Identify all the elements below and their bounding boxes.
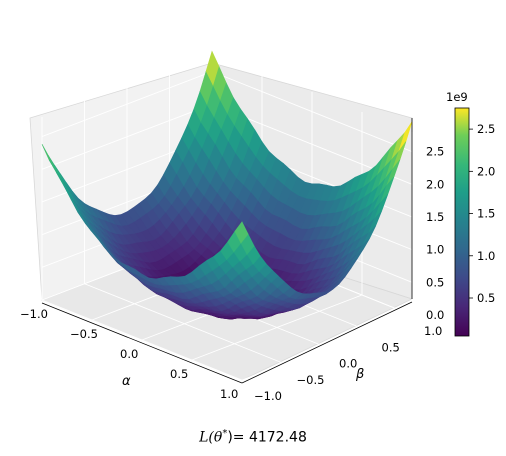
- colorbar-offset-text: 1e9: [446, 90, 468, 104]
- z-tick-label: 1.5: [426, 210, 444, 224]
- loss-caption: L(θ*)= 4172.48: [0, 428, 506, 446]
- y-gridline: [84, 283, 285, 365]
- y-gridline: [41, 299, 243, 381]
- colorbar-tick-label: 1.5: [477, 207, 495, 221]
- x-tick-label: −0.5: [70, 327, 98, 341]
- y-axis-label: β: [355, 367, 364, 382]
- y-axis-line: [241, 301, 413, 384]
- z-tick-label: 0.0: [426, 308, 444, 322]
- y-tick-label: −0.5: [297, 373, 325, 387]
- caption-suffix: )= 4172.48: [227, 429, 307, 446]
- x-axis-line: [41, 302, 243, 384]
- z-tick-label: 2.0: [426, 177, 444, 191]
- colorbar-gradient: [454, 107, 470, 337]
- y-tick-label: 0.0: [339, 357, 357, 371]
- caption-sup: *: [222, 428, 228, 439]
- axis-lines: [41, 118, 413, 384]
- y-tick-label: 1.0: [424, 324, 442, 338]
- colorbar-tick-label: 2.0: [477, 164, 495, 178]
- surface-patch: [234, 221, 249, 244]
- colorbar-tick-label: 2.5: [477, 122, 495, 136]
- colorbar: 1e9 0.5 1.0 1.5 2.0 2.5: [446, 90, 495, 337]
- axis-ticks: −1.0 −0.5 0.0 0.5 1.0 −1.0 −0.5 0.0 0.5 1.0 0.0 0.5…: [20, 145, 444, 403]
- x-tick-label: 0.0: [120, 347, 138, 361]
- z-tick-label: 1.0: [426, 243, 444, 257]
- colorbar-tick-label: 1.0: [477, 249, 495, 263]
- caption-prefix: L(θ: [199, 429, 223, 446]
- colorbar-ticks: 0.5 1.0 1.5 2.0 2.5: [469, 122, 495, 305]
- x-tick-label: 0.5: [170, 367, 188, 381]
- y-tick-label: −1.0: [254, 389, 282, 403]
- x-tick-label: 1.0: [220, 387, 238, 401]
- x-axis-label: α: [122, 374, 131, 389]
- x-tick-label: −1.0: [20, 307, 48, 321]
- colorbar-tick-label: 0.5: [477, 291, 495, 305]
- z-tick-label: 2.5: [426, 145, 444, 159]
- z-tick-label: 0.5: [426, 275, 444, 289]
- loss-surface: [41, 50, 413, 320]
- y-tick-label: 0.5: [382, 340, 400, 354]
